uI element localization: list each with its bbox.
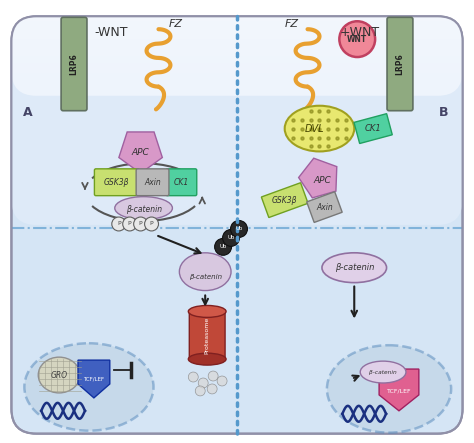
Circle shape (198, 378, 208, 388)
FancyBboxPatch shape (12, 58, 462, 61)
Polygon shape (78, 360, 110, 398)
Ellipse shape (38, 357, 80, 393)
FancyBboxPatch shape (12, 24, 462, 26)
FancyBboxPatch shape (12, 29, 462, 31)
Text: TCF/LEF: TCF/LEF (387, 389, 411, 393)
Text: GRO: GRO (51, 370, 68, 380)
Circle shape (215, 238, 231, 255)
FancyBboxPatch shape (11, 16, 463, 434)
FancyBboxPatch shape (12, 43, 462, 46)
Circle shape (339, 21, 375, 57)
FancyBboxPatch shape (387, 17, 413, 111)
Text: B: B (439, 106, 449, 119)
FancyBboxPatch shape (12, 19, 462, 21)
Polygon shape (261, 183, 308, 218)
Text: β-catenin: β-catenin (126, 205, 162, 214)
Text: GSK3β: GSK3β (272, 196, 298, 205)
FancyBboxPatch shape (136, 169, 169, 196)
FancyBboxPatch shape (11, 16, 463, 225)
FancyBboxPatch shape (12, 54, 462, 56)
Text: P: P (117, 222, 120, 226)
FancyBboxPatch shape (12, 61, 462, 63)
Text: β-catenin: β-catenin (189, 274, 222, 280)
Circle shape (188, 372, 198, 382)
Polygon shape (119, 132, 163, 173)
Text: CK1: CK1 (174, 178, 189, 187)
Polygon shape (299, 158, 337, 198)
Text: TCF/LEF: TCF/LEF (83, 377, 104, 381)
FancyBboxPatch shape (12, 74, 462, 76)
FancyBboxPatch shape (12, 69, 462, 71)
FancyBboxPatch shape (12, 71, 462, 74)
Text: Axin: Axin (316, 202, 333, 212)
FancyBboxPatch shape (61, 17, 87, 111)
Text: FZ: FZ (285, 19, 299, 29)
Text: WNT: WNT (347, 35, 367, 44)
Circle shape (123, 217, 137, 231)
FancyBboxPatch shape (166, 169, 197, 196)
Circle shape (207, 384, 217, 394)
Circle shape (112, 217, 126, 231)
FancyBboxPatch shape (12, 16, 462, 19)
Ellipse shape (322, 253, 387, 283)
FancyBboxPatch shape (12, 26, 462, 29)
Text: LRP6: LRP6 (70, 53, 79, 75)
Polygon shape (354, 114, 392, 144)
Text: +WNT: +WNT (339, 26, 379, 39)
Text: APC: APC (132, 148, 149, 157)
FancyBboxPatch shape (12, 21, 462, 24)
Text: Ub: Ub (236, 226, 243, 231)
Text: Proteasome: Proteasome (205, 317, 210, 354)
Ellipse shape (188, 306, 226, 317)
FancyBboxPatch shape (11, 16, 463, 96)
FancyBboxPatch shape (12, 36, 462, 39)
Ellipse shape (115, 197, 173, 220)
Text: Axin: Axin (144, 178, 161, 187)
Text: β-catenin: β-catenin (335, 263, 374, 272)
Text: P: P (139, 222, 142, 226)
Text: P: P (128, 222, 131, 226)
Ellipse shape (360, 361, 406, 383)
Polygon shape (307, 192, 342, 222)
FancyBboxPatch shape (12, 66, 462, 69)
Text: Ub: Ub (219, 245, 227, 249)
FancyBboxPatch shape (12, 51, 462, 54)
Text: Ub: Ub (228, 235, 235, 241)
FancyBboxPatch shape (12, 46, 462, 49)
Text: P: P (150, 222, 154, 226)
Circle shape (217, 376, 227, 386)
Circle shape (230, 221, 247, 237)
FancyBboxPatch shape (12, 63, 462, 66)
Circle shape (208, 371, 218, 381)
Ellipse shape (24, 343, 154, 431)
Text: β-catenin: β-catenin (369, 369, 397, 374)
Ellipse shape (327, 345, 451, 433)
Text: CK1: CK1 (365, 124, 382, 133)
Text: DVL: DVL (305, 124, 324, 134)
Circle shape (195, 386, 205, 396)
Ellipse shape (179, 253, 231, 291)
FancyBboxPatch shape (12, 56, 462, 58)
Polygon shape (379, 369, 419, 411)
Ellipse shape (285, 106, 354, 152)
Circle shape (145, 217, 158, 231)
Text: -WNT: -WNT (94, 26, 128, 39)
Circle shape (134, 217, 147, 231)
FancyBboxPatch shape (12, 49, 462, 51)
Text: APC: APC (314, 176, 331, 185)
Circle shape (223, 229, 239, 246)
Text: GSK3β: GSK3β (104, 178, 129, 187)
Text: FZ: FZ (168, 19, 182, 29)
Text: LRP6: LRP6 (395, 53, 404, 75)
FancyBboxPatch shape (189, 311, 225, 360)
Text: A: A (23, 106, 33, 119)
FancyBboxPatch shape (12, 34, 462, 36)
FancyBboxPatch shape (12, 41, 462, 43)
FancyBboxPatch shape (12, 39, 462, 41)
FancyBboxPatch shape (94, 169, 139, 196)
Ellipse shape (188, 353, 226, 365)
FancyBboxPatch shape (12, 31, 462, 34)
